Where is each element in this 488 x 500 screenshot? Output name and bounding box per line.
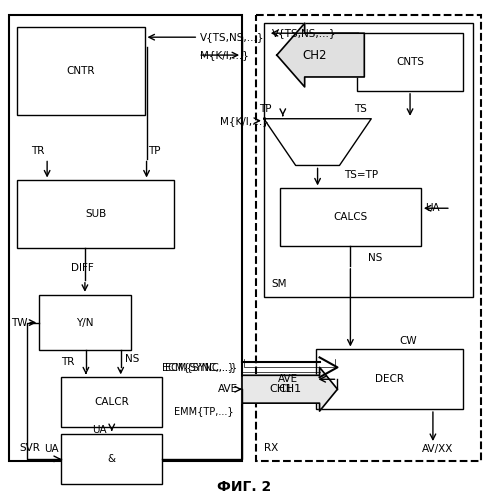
Text: V{TS,NS,...}: V{TS,NS,...}: [272, 28, 336, 38]
Text: RX: RX: [264, 443, 278, 453]
Text: CH1: CH1: [278, 384, 301, 394]
Text: CH1: CH1: [269, 384, 292, 394]
Text: &: &: [108, 454, 116, 464]
Text: TS: TS: [354, 104, 367, 114]
Bar: [9, 16, 242, 461]
Polygon shape: [277, 24, 365, 87]
Text: SVR: SVR: [20, 443, 40, 453]
Text: TW: TW: [11, 318, 28, 328]
Text: TP: TP: [259, 104, 271, 114]
Text: AVE: AVE: [218, 384, 238, 394]
Bar: [256, 16, 481, 461]
Text: DECR: DECR: [375, 374, 404, 384]
Text: TR: TR: [61, 358, 74, 368]
Text: EMM{TP,...}: EMM{TP,...}: [174, 406, 234, 416]
Text: CNTS: CNTS: [396, 57, 424, 67]
Text: AV/XX: AV/XX: [422, 444, 453, 454]
Text: TS=TP: TS=TP: [345, 170, 379, 180]
Text: TR: TR: [31, 146, 44, 156]
Bar: [280, 188, 421, 246]
Text: AVE: AVE: [278, 374, 298, 384]
Text: CALCR: CALCR: [94, 397, 129, 407]
Bar: [17, 180, 174, 248]
Bar: [61, 378, 163, 427]
Bar: [17, 27, 144, 115]
Text: SM: SM: [272, 279, 287, 289]
Text: CNTR: CNTR: [67, 66, 95, 76]
Text: TP: TP: [148, 146, 161, 156]
Bar: [61, 434, 163, 484]
Text: ECM{SYNC,...}: ECM{SYNC,...}: [162, 362, 234, 372]
Text: NS: NS: [368, 253, 383, 263]
Bar: [39, 294, 131, 350]
Text: V{TS,NS,...}: V{TS,NS,...}: [200, 32, 265, 42]
Text: SUB: SUB: [85, 209, 106, 219]
Text: DIFF: DIFF: [71, 263, 94, 273]
Text: ФИГ. 2: ФИГ. 2: [217, 480, 271, 494]
Bar: [264, 24, 473, 296]
Text: M{K/I,...}: M{K/I,...}: [220, 116, 269, 126]
Text: UA: UA: [92, 425, 106, 435]
Bar: [357, 33, 463, 91]
Text: UA: UA: [425, 203, 440, 213]
Text: CH2: CH2: [303, 48, 327, 62]
Bar: [316, 350, 463, 409]
Text: CALCS: CALCS: [333, 212, 367, 222]
Polygon shape: [242, 368, 338, 411]
Text: M{K/I,...}: M{K/I,...}: [200, 50, 249, 60]
Text: NS: NS: [124, 354, 139, 364]
Text: CW: CW: [399, 336, 417, 346]
Text: Y/N: Y/N: [76, 318, 94, 328]
Text: ECM{SYNC,...}: ECM{SYNC,...}: [165, 362, 237, 372]
Text: UA: UA: [44, 444, 59, 454]
